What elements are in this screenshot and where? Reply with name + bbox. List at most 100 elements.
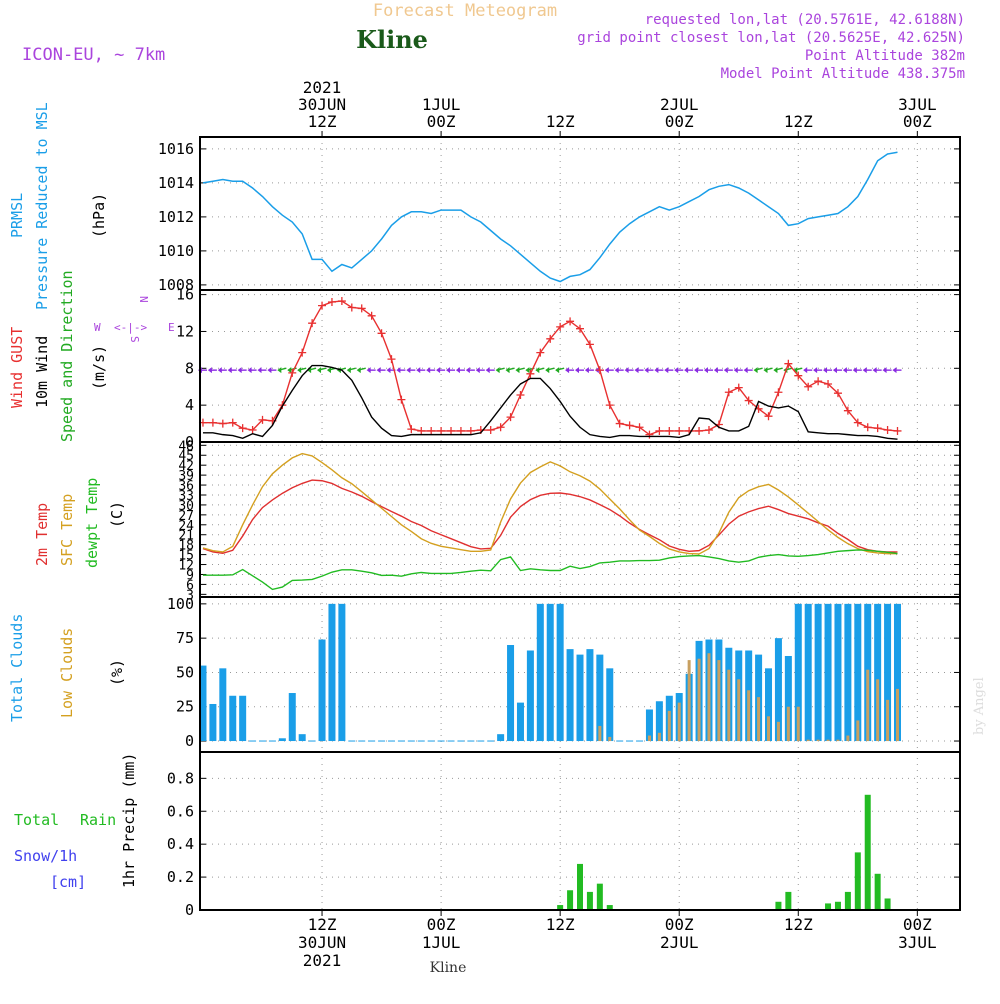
temp-tick-label: 6 [186,578,194,593]
wind-tick-label: 8 [185,359,194,377]
wind-direction-arrowhead [207,367,212,374]
wind-direction-arrowhead [882,367,887,374]
wind-gust-marker [218,419,227,428]
precip-tick-label: 0.6 [167,802,194,820]
cloud-total-bar [536,603,544,742]
wind-10m-label: 10m Wind [33,336,51,408]
precip-tick-label: 0.4 [167,835,194,853]
precip-bar [854,852,861,910]
temp-tick-label: 12 [178,559,194,574]
clouds-tick-label: 25 [176,698,194,716]
cloud-total-bar [209,703,217,742]
wind-gust-marker [843,406,852,415]
wind-direction-arrowhead [475,367,480,374]
wind-tick-label: 12 [176,322,194,340]
temp-2m-label: 2m Temp [33,503,51,566]
wind-gust-marker [883,426,892,435]
wind-direction-arrowhead [555,367,560,374]
precip-frame [199,751,961,911]
wind-gust-marker [327,297,336,306]
wind-direction-arrowhead [713,367,718,374]
wind-direction-arrowhead [654,367,659,374]
cloud-total-bar [556,603,564,742]
wind-gust-marker [318,301,327,310]
wind-gust-marker [734,383,743,392]
precip-bar [874,873,881,910]
cloud-total-bar [199,665,207,742]
bottom-time-label: 2021 [303,951,342,970]
wind-direction-arrowhead [803,367,808,374]
pressure-unit: (hPa) [90,193,108,238]
wind-direction-arrowhead [495,367,500,374]
cloud-total-bar [784,655,792,742]
wind-gust-marker [675,426,684,435]
cloud-low-bar [866,669,870,742]
wind-direction-arrowhead [277,367,282,374]
cloud-total-bar [884,603,892,742]
wind-direction-arrowhead [763,367,768,374]
wind-direction-arrowhead [485,367,490,374]
cloud-low-bar [776,721,780,742]
wind-gust-marker [814,377,823,386]
cloud-total-bar [596,654,604,742]
precip-snow-unit: [cm] [50,873,86,891]
wind-gust-marker [695,426,704,435]
wind-direction-arrowhead [356,367,361,374]
compass-w: W [94,321,101,334]
precip-bar [567,890,574,910]
temp-tick-label: 36 [178,479,194,494]
compass-s: S [128,336,141,343]
wind-direction-arrowhead [515,367,520,374]
pressure-tick-label: 1012 [158,208,194,226]
top-time-label: 2021 [303,78,342,97]
wind-gust-marker [228,418,237,427]
info-line-2: grid point closest lon,lat (20.5625E, 42… [577,30,965,46]
wind-direction-arrowhead [644,367,649,374]
info-line-3: Point Altitude 382m [805,48,965,64]
wind-gust-marker [407,425,416,434]
cloud-total-bar [586,649,594,742]
wind-direction-arrowhead [703,367,708,374]
cloud-total-bar [239,695,247,742]
wind-direction-arrowhead [436,367,441,374]
top-time-label: 1JUL [422,95,461,114]
cloud-total-bar [794,603,802,742]
cloud-total-bar [338,603,346,742]
cloud-low-bar [697,658,701,742]
wind-gust-marker [238,424,247,433]
wind-direction-arrowhead [634,367,639,374]
temp-2m-line [202,479,898,554]
wind-direction-arrowhead [823,367,828,374]
wind-gust-marker [784,359,793,368]
wind-gust-marker [893,426,902,435]
clouds-unit: (%) [108,659,126,686]
pressure-tick-label: 1010 [158,242,194,260]
wind-direction-arrowhead [535,367,540,374]
temp-tick-label: 21 [178,529,194,544]
wind-direction-arrowhead [386,367,391,374]
wind-direction-arrowhead [366,367,371,374]
wind-gust-marker [536,348,545,357]
cloud-low-bar [707,653,711,742]
wind-direction-arrowhead [336,367,341,374]
wind-gust-marker [645,430,654,439]
cloud-total-bar [854,603,862,742]
temp-tick-label: 9 [186,568,194,583]
wind-direction-arrowhead [565,367,570,374]
temp-sfc-line [202,452,898,555]
cloud-low-bar [826,739,830,742]
precip-tick-label: 0.8 [167,769,194,787]
cloud-low-bar [876,679,880,742]
wind-direction-arrowhead [723,367,728,374]
wind-gust-marker [387,355,396,364]
bottom-time-label: 3JUL [898,933,937,952]
cloud-total-bar [606,668,614,742]
wind-gust-marker [724,388,733,397]
wind-gust-marker [615,419,624,428]
wind-direction-arrowhead [257,367,262,374]
wind-direction-arrowhead [455,367,460,374]
cloud-low-bar [598,725,602,742]
wind-direction-label: Speed and Direction [58,270,76,442]
cloud-low-bar [836,739,840,742]
